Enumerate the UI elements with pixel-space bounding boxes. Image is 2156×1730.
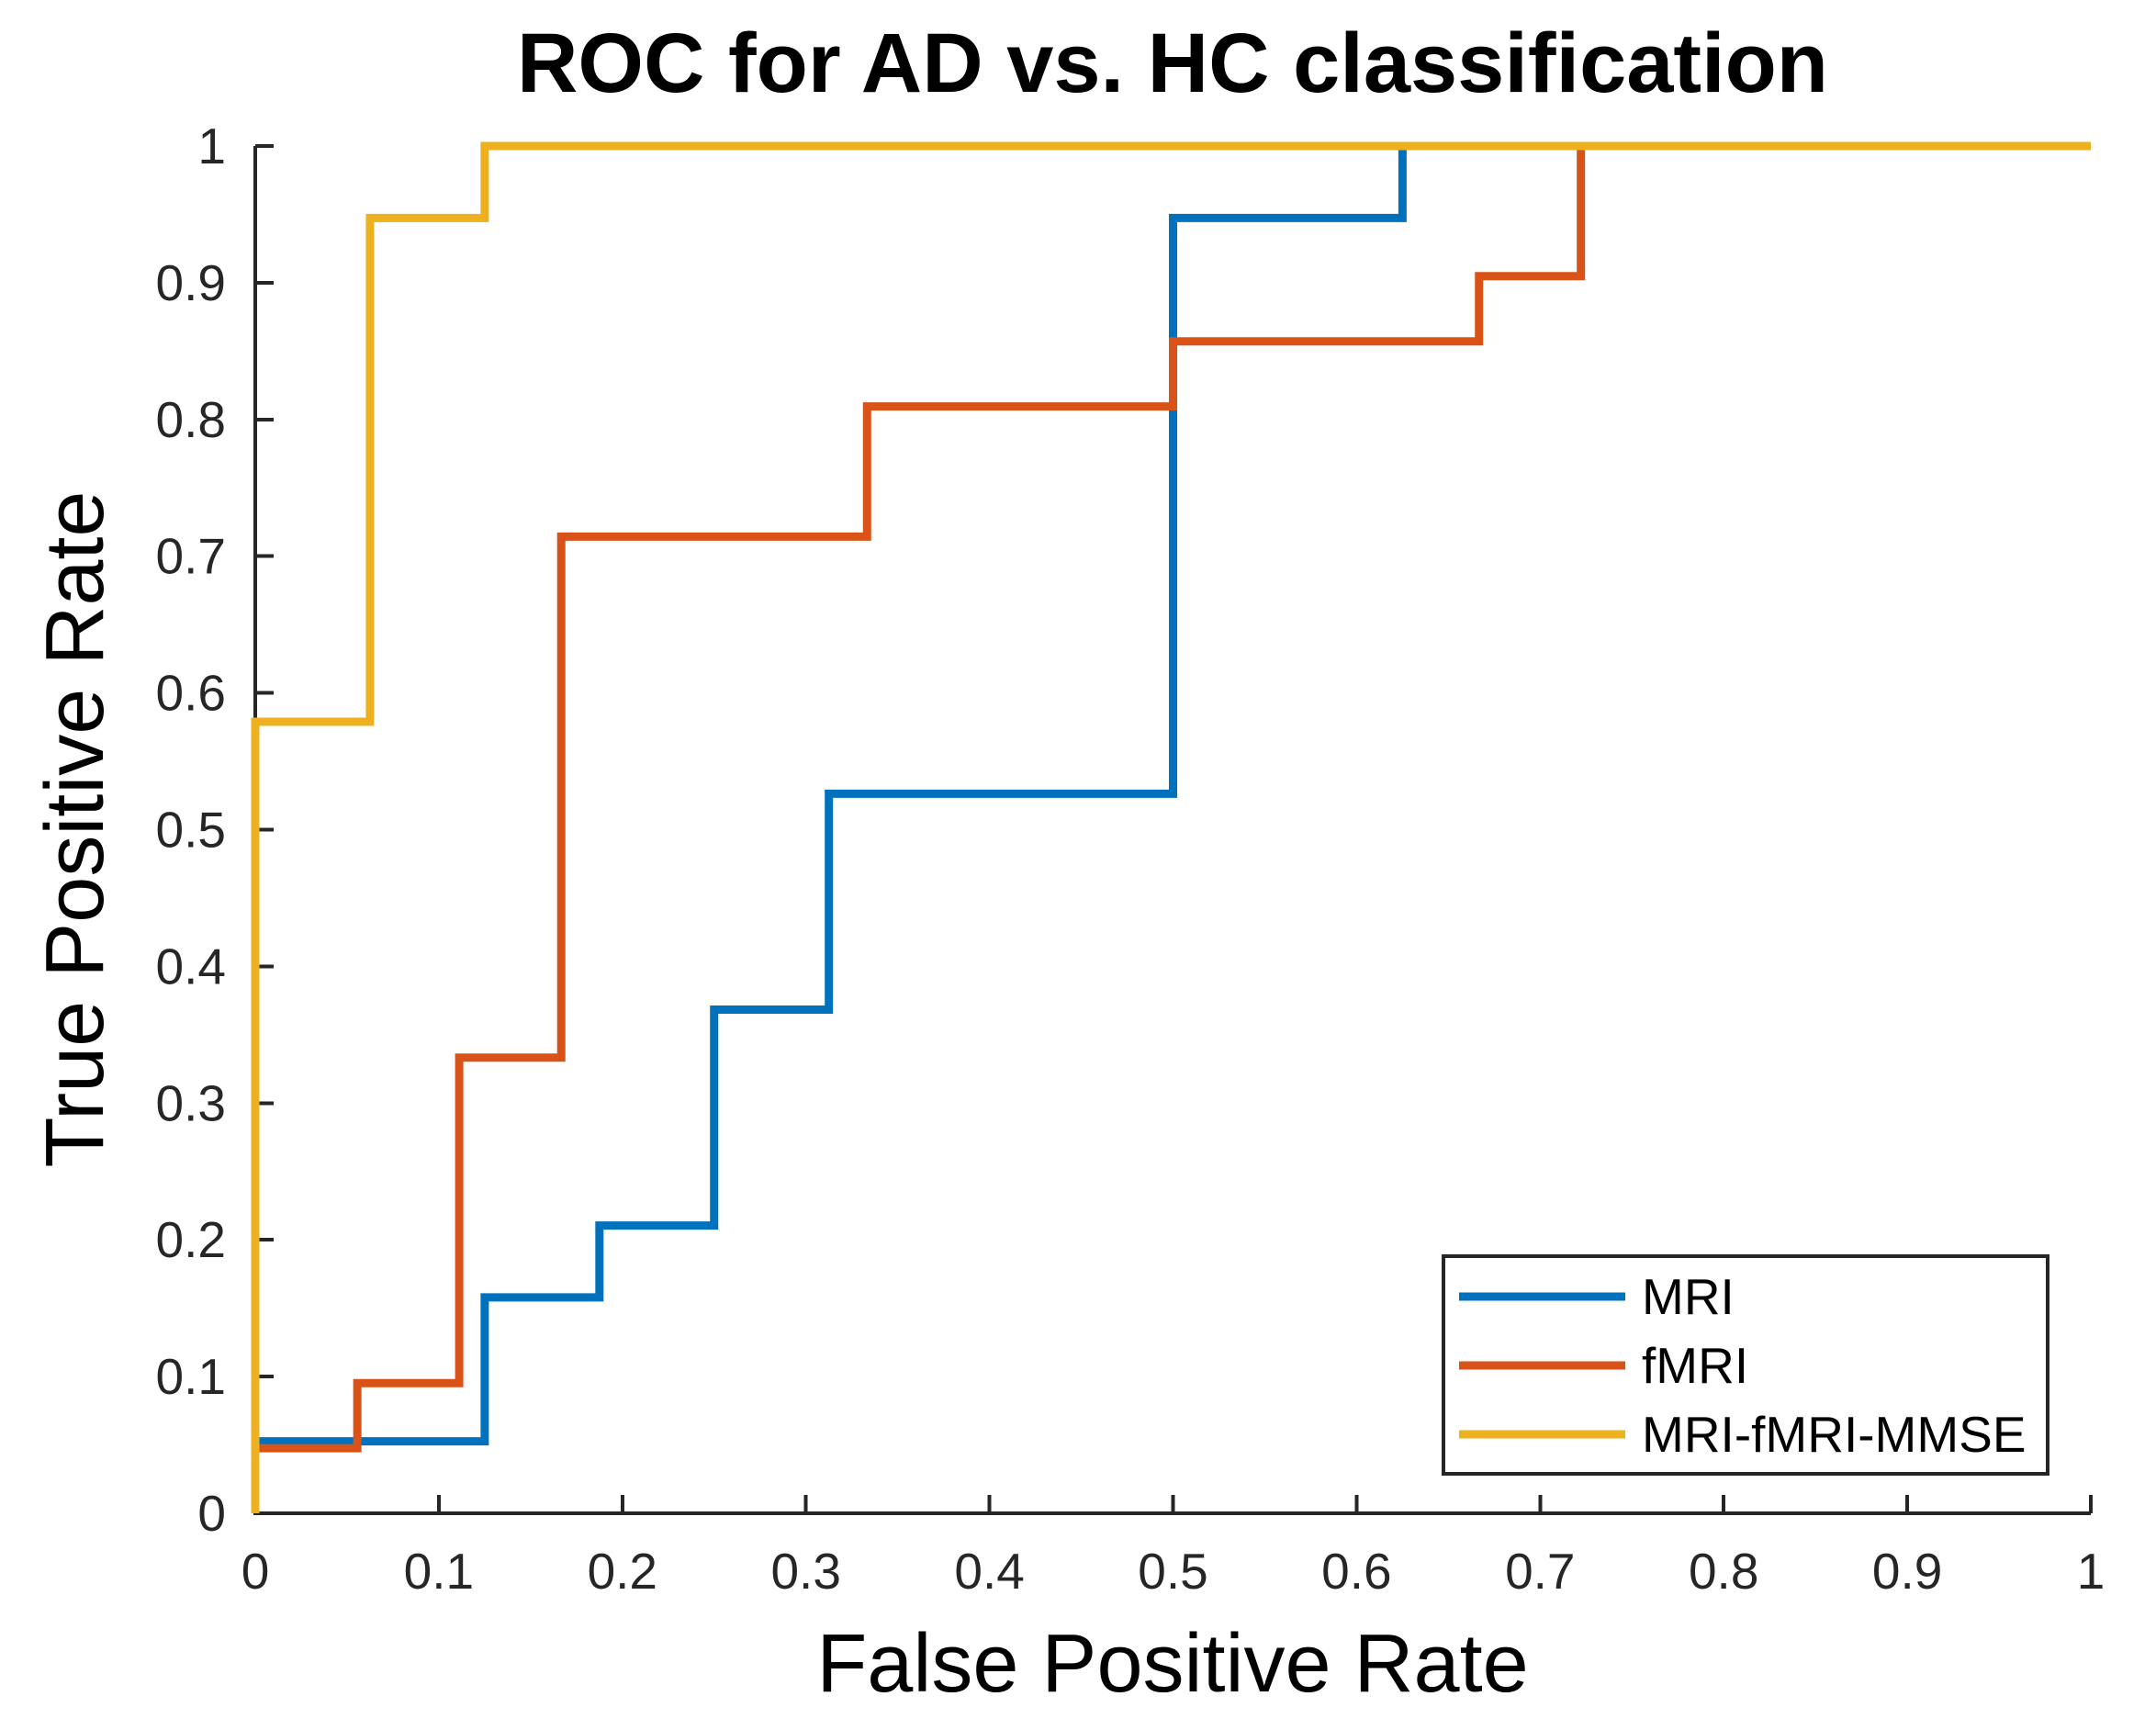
x-tick-label: 0.4 [954, 1543, 1024, 1600]
y-tick-label: 0 [197, 1485, 226, 1542]
tick-labels: 0 0.1 0.2 0.3 0.4 0.5 0.6 0.7 0.8 0.9 1 0 0.1 0.2 0.3 0… [156, 118, 2105, 1600]
x-tick-label: 0.3 [770, 1543, 840, 1600]
y-tick-label: 0.7 [156, 528, 226, 585]
y-tick-label: 0.6 [156, 665, 226, 722]
roc-curve-MRI-fMRI-MMSE [251, 141, 2091, 1513]
y-tick-label: 0.8 [156, 391, 226, 448]
x-tick-label: 0 [241, 1543, 270, 1600]
legend: MRI fMRI MRI-fMRI-MMSE [1442, 1254, 2049, 1476]
chart-title: ROC for AD vs. HC classification [517, 17, 1828, 110]
x-tick-label: 0.6 [1321, 1543, 1391, 1600]
y-tick-label: 0.2 [156, 1211, 226, 1268]
x-tick-label: 0.8 [1689, 1543, 1758, 1600]
x-tick-label: 0.2 [588, 1543, 657, 1600]
axis-ticks [253, 144, 2093, 1515]
legend-label-MRI: MRI [1642, 1268, 1735, 1325]
y-axis-label: True Positive Rate [29, 491, 121, 1168]
y-tick-label: 0.9 [156, 254, 226, 311]
x-tick-label: 1 [2077, 1543, 2105, 1600]
roc-curve-fMRI [251, 141, 2091, 1513]
roc-curve-MRI [251, 141, 2091, 1513]
x-tick-label: 0.9 [1872, 1543, 1942, 1600]
y-tick-label: 0.1 [156, 1348, 226, 1405]
roc-curves [251, 141, 2091, 1513]
legend-label-MRI-fMRI-MMSE: MRI-fMRI-MMSE [1642, 1406, 2027, 1463]
x-tick-label: 0.1 [404, 1543, 474, 1600]
y-tick-label: 0.5 [156, 802, 226, 859]
legend-label-fMRI: fMRI [1642, 1337, 1748, 1394]
x-tick-label: 0.7 [1505, 1543, 1575, 1600]
y-tick-label: 0.3 [156, 1074, 226, 1131]
y-tick-label: 0.4 [156, 938, 226, 994]
x-axis-label: False Positive Rate [816, 1618, 1528, 1710]
y-tick-label: 1 [197, 118, 226, 174]
x-tick-label: 0.5 [1138, 1543, 1207, 1600]
